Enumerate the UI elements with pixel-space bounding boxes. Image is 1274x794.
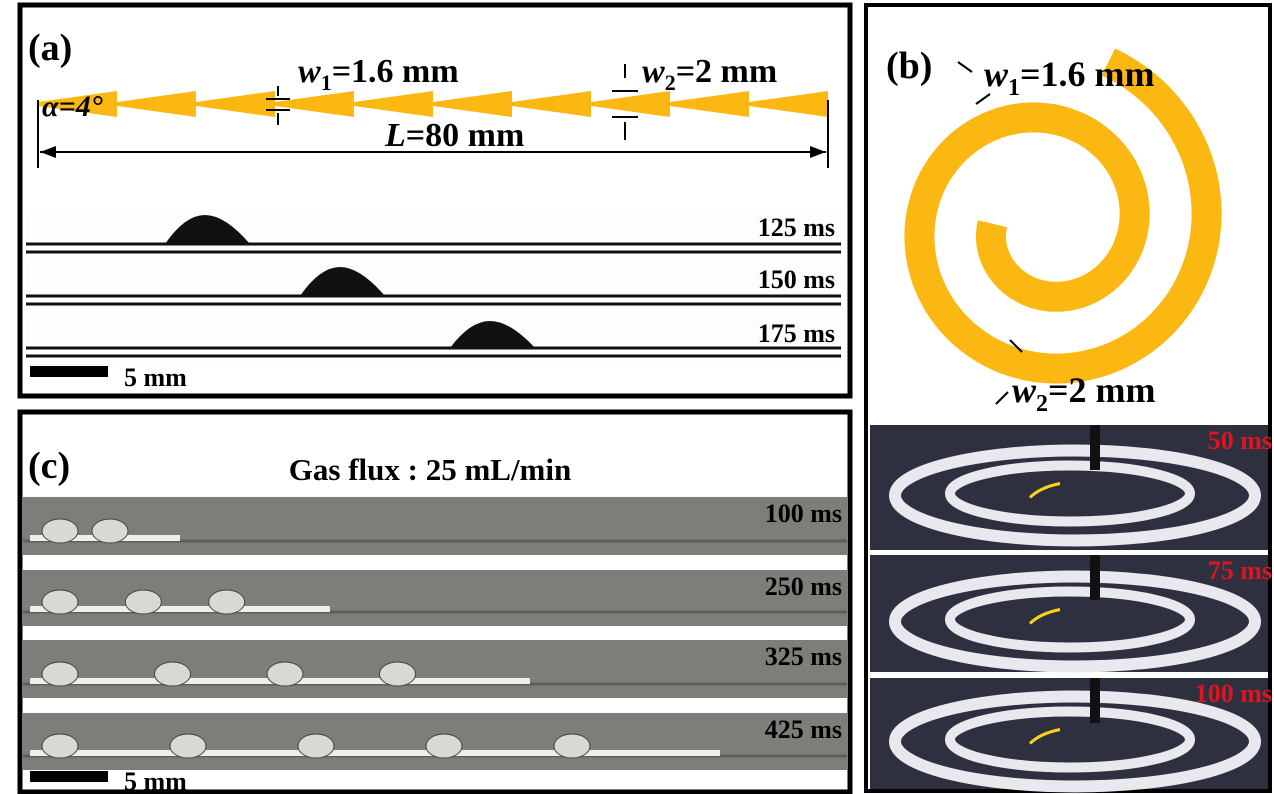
subscript: 1 [321,70,332,95]
needle [1090,678,1100,723]
scale-bar [30,366,108,377]
bubble [426,734,462,758]
frame-label: 100 ms [1195,679,1272,708]
bubble [170,734,206,758]
bubble [380,662,416,686]
figure: (a) α=4° w1=1.6 mm w2=2 mm L=80 mm 5 mm … [0,0,1274,794]
bubble [42,590,78,614]
value: =1.6 mm [1020,54,1155,94]
bubble [42,519,78,543]
frame-label: 325 ms [765,642,842,671]
symbol: L [384,117,406,154]
panel-label: (a) [28,27,72,69]
frame-label: 100 ms [765,499,842,528]
bubble [42,662,78,686]
symbol: w [642,53,665,90]
value: =2 mm [676,53,778,90]
scale-bar [30,771,108,782]
frame-label: 250 ms [765,572,842,601]
w2-label: w2=2 mm [642,53,777,95]
value: =80 mm [406,117,525,154]
value: =2 mm [1048,370,1156,410]
bubble [298,734,334,758]
bubble [554,734,590,758]
symbol: w [298,53,321,90]
subscript: 1 [1008,75,1020,101]
symbol: w [1012,370,1037,410]
angle-label: α=4° [42,90,103,123]
needle [1090,425,1100,470]
frame-label: 425 ms [765,715,842,744]
panel-title: Gas flux : 25 mL/min [289,452,571,487]
liquid-film [30,750,720,756]
needle [1090,555,1100,600]
photo-frame [23,497,847,555]
bubble [92,519,128,543]
bubble [155,662,191,686]
photo-frame [23,640,847,698]
bubble [125,590,161,614]
frame-label: 125 ms [758,213,835,242]
bubble [209,590,245,614]
panel-label: (c) [28,445,70,487]
subscript: 2 [665,70,676,95]
frame-label: 50 ms [1208,426,1272,455]
value: =1.6 mm [332,53,459,90]
panel-label: (b) [886,45,932,87]
frame-label: 150 ms [758,265,835,294]
bubble [267,662,303,686]
bubble [42,734,78,758]
frame-label: 175 ms [758,319,835,348]
length-label: L=80 mm [384,117,524,154]
subscript: 2 [1036,391,1048,417]
frame-label: 75 ms [1208,556,1272,585]
symbol: w [984,54,1009,94]
w2-label: w2=2 mm [1012,370,1156,417]
scale-label: 5 mm [124,363,187,392]
scale-label: 5 mm [124,767,187,794]
